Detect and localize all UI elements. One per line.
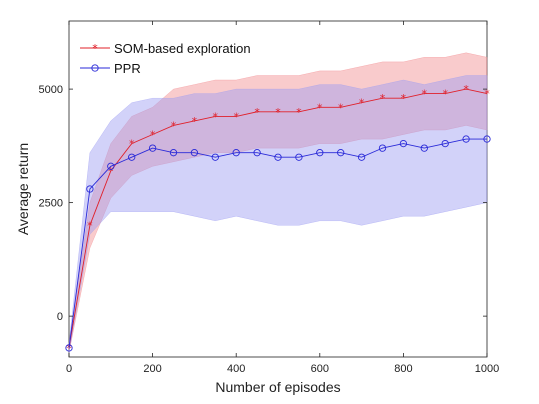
- point-som: *: [66, 342, 72, 355]
- point-ppr: [253, 149, 261, 157]
- point-ppr: [399, 139, 408, 148]
- point-ppr: [148, 144, 157, 152]
- point-ppr: [65, 344, 73, 352]
- point-som: *: [380, 92, 386, 105]
- y-tick-label: 0: [57, 311, 63, 323]
- legend-label-ppr: PPR: [114, 61, 141, 76]
- x-tick-label: 1000: [475, 363, 499, 375]
- x-tick-label: 600: [311, 363, 329, 375]
- point-ppr: [274, 153, 282, 161]
- point-som: *: [129, 138, 135, 151]
- point-som: *: [192, 115, 198, 128]
- point-ppr: [107, 162, 115, 170]
- x-tick-label: 400: [227, 363, 245, 375]
- legend-label-som: SOM-based exploration: [114, 41, 251, 56]
- series-lines: * * * * * * * * * * * * * * * * * * * * *: [65, 83, 491, 355]
- point-som: *: [171, 119, 177, 132]
- point-som: *: [317, 101, 323, 114]
- point-som: *: [87, 219, 93, 232]
- legend-marker-ppr: [91, 64, 99, 72]
- point-ppr: [316, 149, 324, 157]
- x-axis-title: Number of episodes: [215, 379, 340, 395]
- point-ppr: [232, 149, 240, 157]
- point-ppr: [378, 144, 387, 152]
- point-ppr: [483, 135, 491, 143]
- point-som: *: [401, 92, 407, 105]
- y-tick-label: 5000: [39, 84, 63, 96]
- legend-marker-som: *: [92, 42, 98, 55]
- point-ppr: [462, 135, 470, 143]
- point-ppr: [420, 144, 428, 152]
- point-som: *: [275, 106, 281, 119]
- point-som: *: [150, 129, 156, 142]
- point-som: *: [108, 165, 114, 178]
- point-som: *: [484, 88, 490, 101]
- point-som: *: [442, 88, 448, 101]
- point-som: *: [296, 106, 302, 119]
- point-som: *: [359, 97, 365, 110]
- point-ppr: [337, 149, 345, 157]
- point-som: *: [422, 88, 428, 101]
- legend: * SOM-based exploration PPR: [80, 41, 251, 76]
- point-ppr: [190, 149, 199, 157]
- x-tick-label: 200: [143, 363, 161, 375]
- point-ppr: [295, 153, 303, 161]
- y-axis-title: Average return: [15, 143, 31, 235]
- line-ppr: [68, 138, 487, 348]
- x-tick-label: 800: [394, 363, 412, 375]
- point-ppr: [357, 153, 366, 161]
- point-som: *: [338, 101, 344, 114]
- point-som: *: [463, 83, 469, 96]
- point-ppr: [86, 185, 94, 193]
- y-tick-label: 2500: [39, 198, 63, 210]
- point-som: *: [233, 110, 239, 123]
- axis-ticks: 0 200 400 600 800 1000 0 2500 5000: [39, 21, 499, 375]
- point-som: *: [254, 106, 260, 119]
- point-ppr: [211, 153, 219, 161]
- line-som: [68, 88, 488, 348]
- point-som: *: [213, 110, 219, 123]
- point-ppr: [441, 139, 449, 148]
- point-ppr: [169, 149, 178, 157]
- x-tick-label: 0: [66, 363, 72, 375]
- point-ppr: [128, 153, 136, 161]
